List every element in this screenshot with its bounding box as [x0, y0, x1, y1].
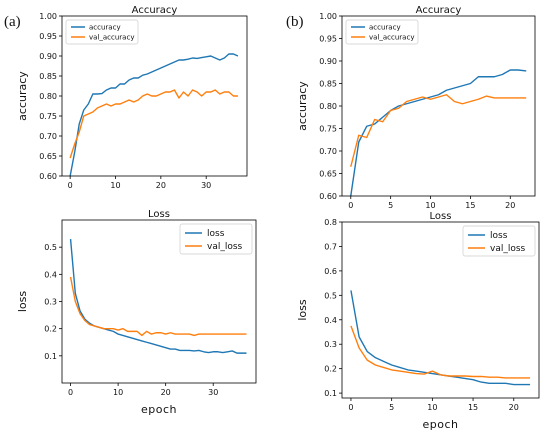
x-tick-label: 10	[110, 181, 120, 190]
y-tick-label: 0.2	[324, 365, 337, 374]
y-tick-label: 0.85	[319, 80, 337, 89]
y-tick-label: 0.4	[44, 270, 57, 279]
plot-frame	[341, 221, 540, 399]
x-tick-label: 0	[68, 388, 73, 397]
y-tick-label: 0.65	[39, 152, 57, 161]
x-tick-label: 10	[425, 201, 435, 210]
x-tick-label: 20	[161, 388, 171, 397]
y-tick-label: 1.00	[39, 12, 57, 21]
chart-b-accuracy: Accuracy 0.60 0.65 0.70 0.75 0.80 0.85 0.90 0.95…	[296, 5, 536, 210]
y-tick-label: 1.00	[319, 12, 337, 21]
x-tick-label: 30	[201, 181, 211, 190]
series-line-val-accuracy	[350, 94, 527, 167]
y-tick-label: 0.90	[39, 52, 57, 61]
x-tick-label: 5	[388, 201, 393, 210]
legend-label: accuracy	[89, 24, 121, 32]
x-tick-label: 5	[389, 403, 394, 412]
y-axis-label: loss	[16, 291, 29, 313]
y-tick-label: 0.95	[319, 35, 337, 44]
x-tick-label: 0	[348, 403, 353, 412]
x-tick-label: 0	[348, 201, 353, 210]
y-tick-label: 0.85	[39, 72, 57, 81]
x-tick-label: 20	[156, 181, 166, 190]
series-line-loss	[350, 290, 531, 386]
y-tick-label: 0.75	[319, 125, 337, 134]
legend-label: val_accuracy	[89, 34, 134, 42]
y-tick-label: 0.6	[324, 267, 337, 276]
legend-box	[65, 19, 139, 45]
legend: loss val_loss	[462, 225, 536, 257]
chart-title: Accuracy	[132, 5, 178, 16]
y-tick-label: 0.7	[324, 242, 337, 251]
series-line-val-loss	[69, 276, 247, 337]
y-tick-label: 0.1	[324, 389, 337, 398]
chart-title: Loss	[430, 211, 452, 222]
series-line-accuracy	[69, 53, 239, 176]
x-tick-label: 15	[465, 201, 475, 210]
y-tick-label: 0.4	[324, 316, 337, 325]
legend-label: val_loss	[207, 242, 243, 252]
chart-a-accuracy: Accuracy 0.60 0.65 0.70 0.75 0.80 0.85 0.90 0.95…	[16, 5, 248, 190]
x-tick-label: 30	[208, 388, 218, 397]
y-axis-label: loss	[296, 299, 309, 321]
y-tick-label: 0.65	[319, 170, 337, 179]
y-tick-label: 0.95	[39, 32, 57, 41]
x-tick-label: 15	[468, 403, 478, 412]
y-tick-label: 0.70	[39, 132, 57, 141]
legend-label: accuracy	[369, 24, 401, 32]
chart-title: Loss	[148, 209, 170, 220]
legend-label: val_accuracy	[369, 34, 414, 42]
series-line-accuracy	[350, 69, 527, 196]
x-tick-label: 20	[505, 201, 515, 210]
series-line-val-accuracy	[69, 89, 238, 159]
chart-a-loss: Loss 0.1 0.2 0.3 0.4 0.5 0 10 20 30 loss epoch loss v…	[16, 209, 257, 416]
y-tick-label: 0.3	[324, 340, 337, 349]
legend: loss val_loss	[179, 223, 253, 255]
y-tick-label: 0.70	[319, 147, 337, 156]
x-tick-label: 0	[68, 181, 73, 190]
x-axis-label: epoch	[423, 418, 459, 431]
y-tick-label: 0.60	[319, 192, 337, 201]
y-axis-label: accuracy	[16, 71, 29, 121]
legend: accuracy val_accuracy	[65, 19, 139, 45]
y-axis-label: accuracy	[296, 81, 309, 131]
y-tick-label: 0.90	[319, 57, 337, 66]
y-tick-label: 0.80	[319, 102, 337, 111]
chart-title: Accuracy	[416, 5, 462, 16]
chart-b-loss: Loss 0.1 0.2 0.3 0.4 0.5 0.6 0.7 0.8 0 5 10 15 20 loss…	[296, 211, 540, 431]
panel-label-a: (a)	[4, 14, 21, 30]
x-tick-label: 20	[509, 403, 519, 412]
panel-label-b: (b)	[286, 14, 304, 30]
legend-label: loss	[207, 229, 225, 239]
legend-label: loss	[490, 231, 508, 241]
x-tick-label: 10	[113, 388, 123, 397]
series-line-loss	[69, 238, 247, 354]
series-line-val-loss	[350, 325, 531, 379]
x-axis-label: epoch	[141, 403, 177, 416]
y-tick-label: 0.80	[39, 92, 57, 101]
y-tick-label: 0.60	[39, 172, 57, 181]
y-tick-label: 0.75	[39, 112, 57, 121]
y-tick-label: 0.1	[44, 352, 57, 361]
y-tick-label: 0.2	[44, 325, 57, 334]
y-tick-label: 0.8	[324, 218, 337, 227]
y-tick-label: 0.3	[44, 298, 57, 307]
x-tick-label: 10	[427, 403, 437, 412]
y-tick-label: 0.5	[324, 291, 337, 300]
legend-box	[345, 19, 419, 45]
legend: accuracy val_accuracy	[345, 19, 419, 45]
y-tick-label: 0.5	[44, 243, 57, 252]
legend-label: val_loss	[490, 244, 526, 254]
